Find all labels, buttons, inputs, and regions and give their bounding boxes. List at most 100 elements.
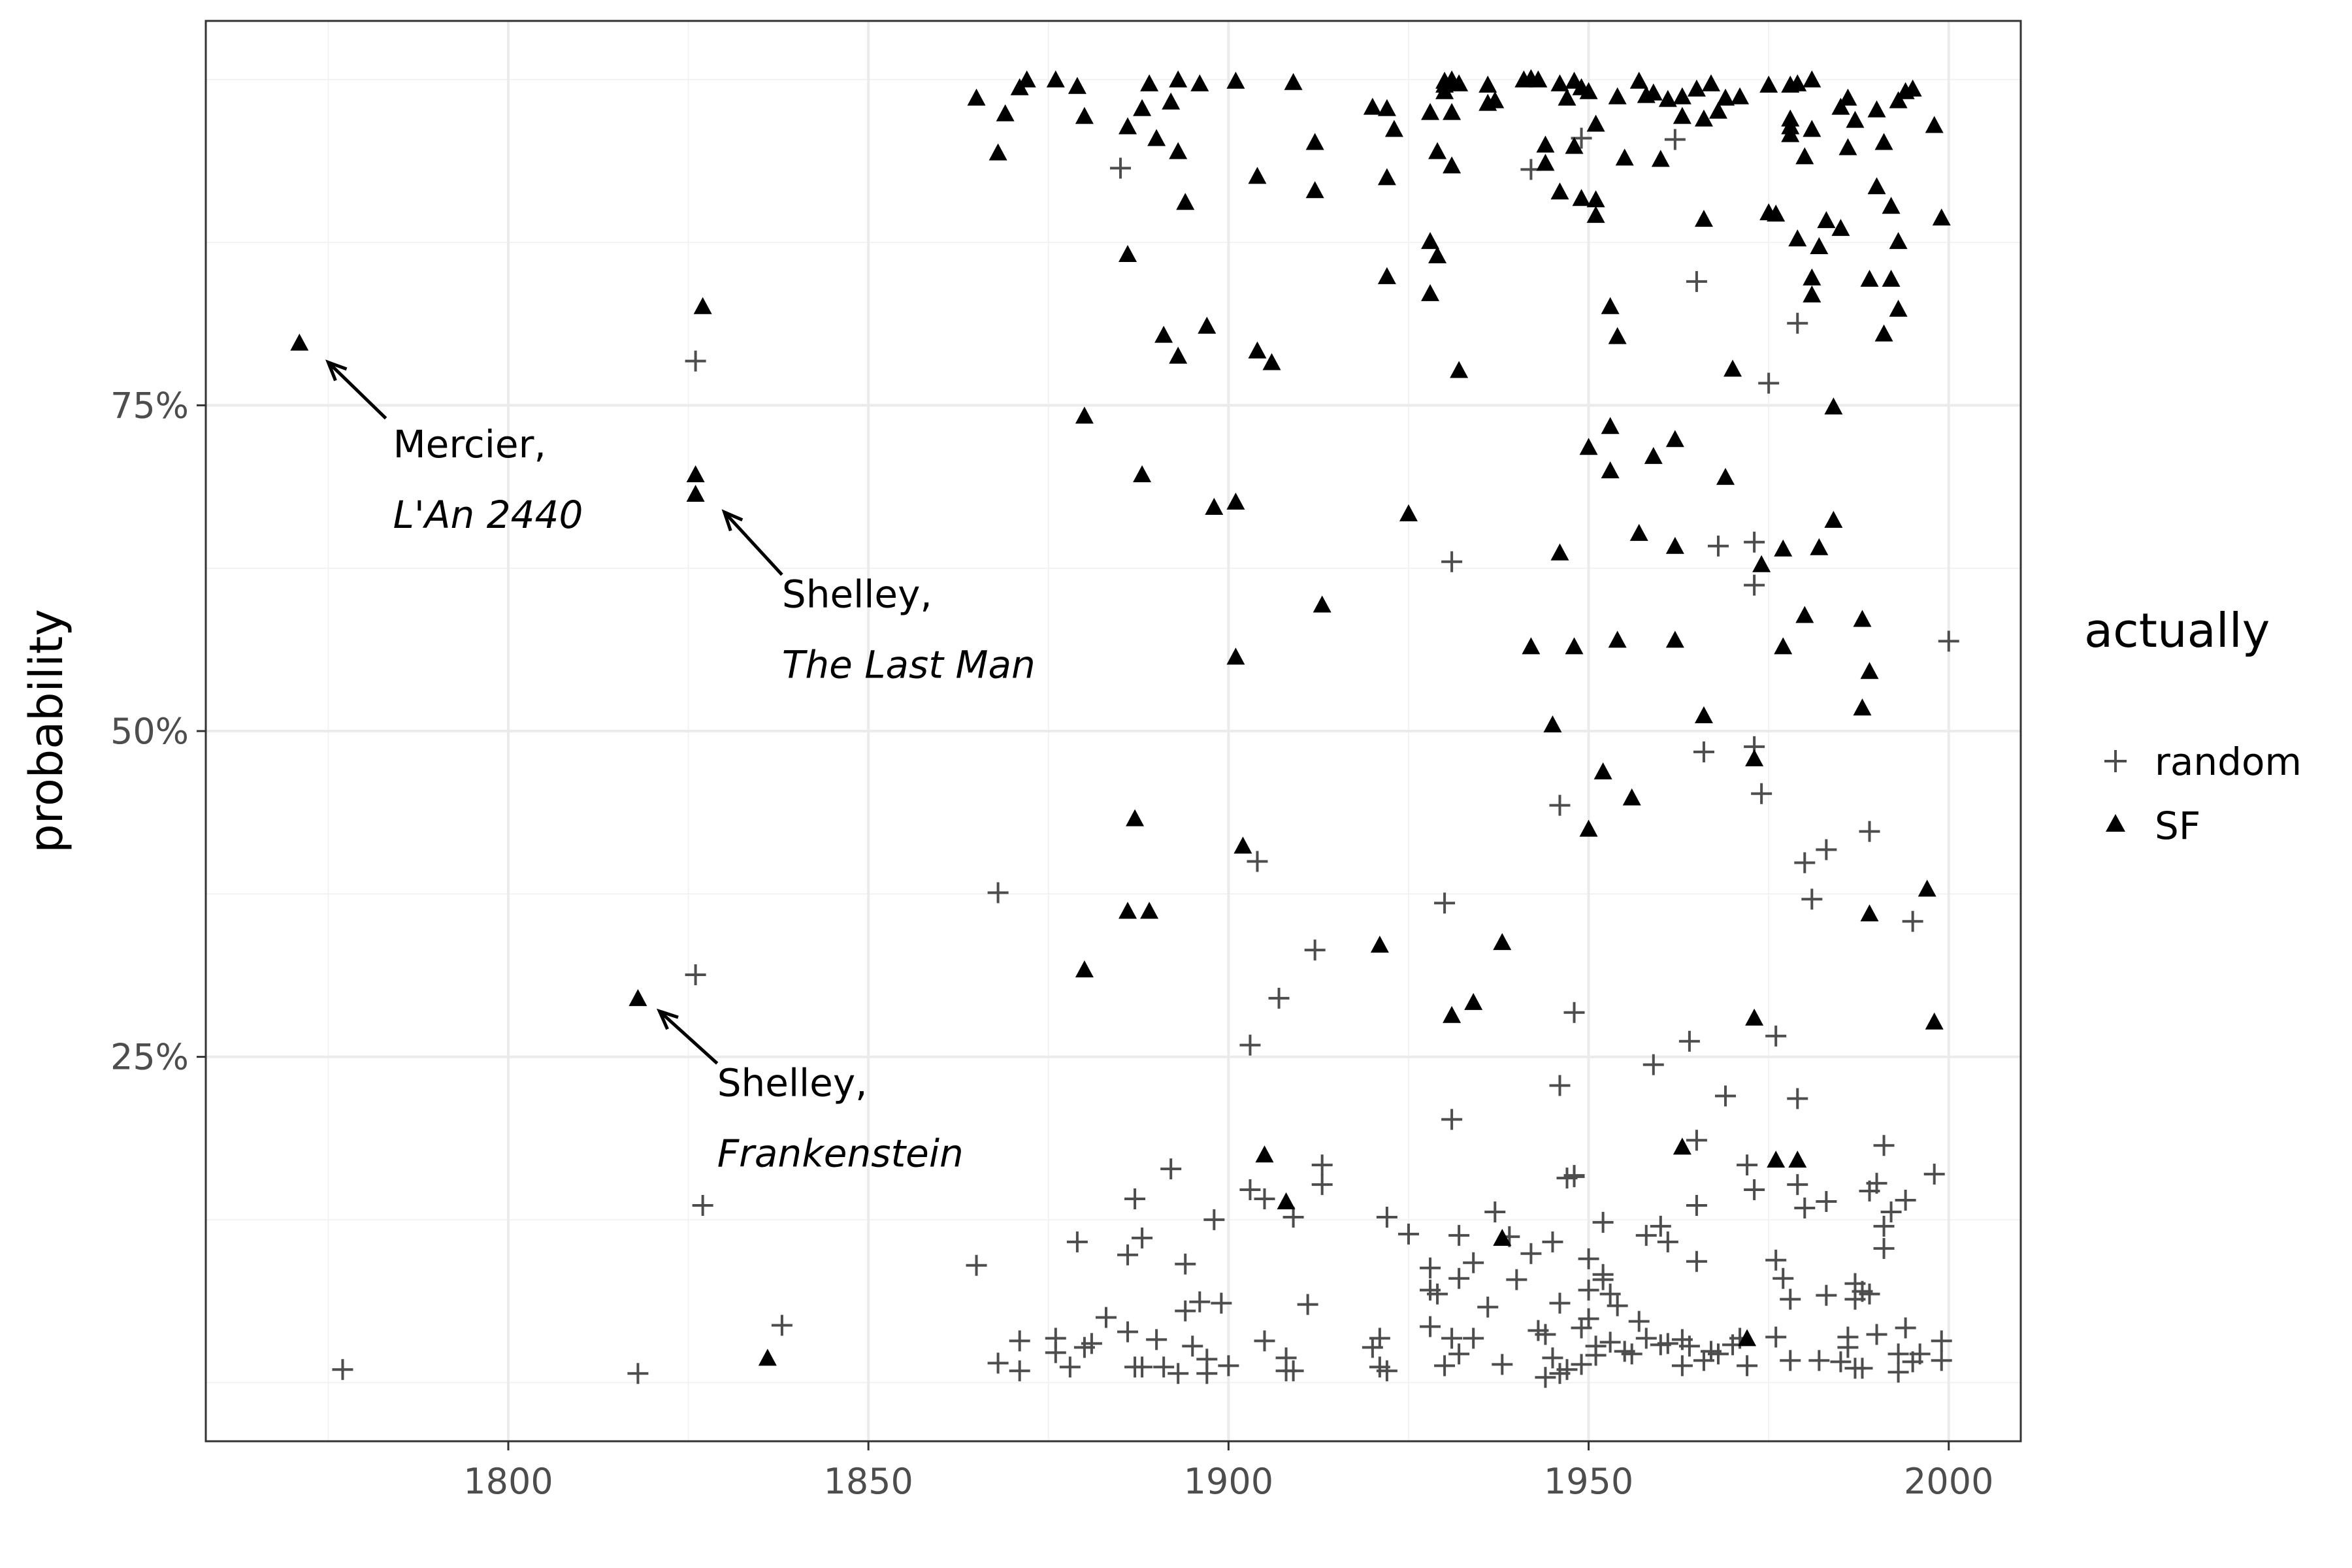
data-point-sf (1377, 99, 1396, 116)
data-point-random (1744, 1179, 1765, 1201)
data-point-sf (1428, 246, 1447, 264)
data-point-random (1607, 1295, 1628, 1316)
major-gridlines (206, 21, 2021, 1441)
data-point-random (692, 1195, 713, 1216)
data-point-random (1686, 1195, 1707, 1216)
annotation-title: L'An 2440 (393, 493, 583, 537)
data-point-sf (1305, 133, 1324, 150)
data-point-random (1578, 1308, 1599, 1330)
legend-triangle-icon (2106, 814, 2125, 832)
data-point-random (1938, 630, 1959, 652)
data-point-sf (1169, 70, 1188, 88)
annotation-arrow-line (723, 511, 783, 576)
data-point-sf (1601, 297, 1620, 314)
data-point-random (1592, 1211, 1614, 1233)
data-point-random (1441, 1109, 1463, 1130)
data-point-random (1571, 1354, 1592, 1375)
data-point-sf (1565, 137, 1584, 154)
data-point-sf (1543, 715, 1562, 733)
data-point-random (1787, 1088, 1808, 1109)
data-point-sf (1767, 1151, 1786, 1168)
legend-plus-icon (2104, 750, 2127, 772)
data-point-random (1873, 1237, 1895, 1259)
data-point-sf (1450, 361, 1469, 378)
data-point-random (1434, 1355, 1456, 1377)
data-point-sf (1305, 181, 1324, 199)
data-point-random (1765, 1326, 1787, 1348)
data-point-random (1520, 1243, 1542, 1264)
data-point-random (1254, 1188, 1275, 1210)
data-point-random (1737, 1355, 1758, 1377)
legend-label-random: random (2155, 740, 2302, 784)
data-point-random (1678, 1030, 1700, 1052)
data-point-random (1434, 892, 1456, 914)
data-point-sf (1665, 430, 1684, 448)
data-point-sf (1759, 75, 1778, 93)
data-point-random (1463, 1252, 1484, 1273)
data-point-sf (1550, 543, 1569, 561)
data-point-sf (1846, 110, 1865, 128)
legend-label-sf: SF (2155, 804, 2200, 848)
data-point-random (1902, 911, 1923, 932)
data-point-random (1110, 157, 1132, 179)
data-point-random (1268, 987, 1290, 1009)
data-point-random (1484, 1201, 1506, 1222)
data-point-random (1880, 1201, 1902, 1222)
x-tick-label: 1900 (1184, 1461, 1273, 1502)
data-point-random (1578, 1279, 1599, 1301)
data-point-random (1549, 1292, 1571, 1314)
data-point-random (1628, 1311, 1650, 1332)
data-point-sf (1522, 637, 1541, 655)
data-point-sf (629, 988, 647, 1006)
data-point-random (1895, 1190, 1916, 1211)
data-point-sf (967, 88, 986, 106)
data-point-sf (1248, 167, 1267, 184)
data-point-sf (1284, 73, 1303, 90)
annotation-author: Shelley, (782, 572, 932, 617)
series-sf (290, 69, 1951, 1366)
data-point-sf (1853, 610, 1872, 627)
data-point-random (1664, 129, 1686, 150)
legend: actually random SF (2084, 603, 2302, 848)
x-tick-label: 1800 (463, 1461, 553, 1502)
data-point-sf (1694, 706, 1713, 724)
data-point-random (1311, 1154, 1333, 1176)
data-point-random (1887, 1362, 1909, 1383)
data-point-sf (1889, 299, 1908, 317)
data-point-sf (1687, 79, 1706, 97)
data-point-random (1477, 1296, 1499, 1318)
data-point-sf (1608, 87, 1627, 105)
data-point-sf (1226, 71, 1245, 89)
data-point-sf (1198, 316, 1217, 334)
data-point-sf (1593, 762, 1612, 779)
data-point-sf (1262, 353, 1281, 370)
data-point-sf (1803, 70, 1821, 88)
data-point-sf (1608, 327, 1627, 344)
data-point-random (1599, 1283, 1621, 1305)
data-point-sf (1860, 269, 1879, 287)
data-point-sf (1370, 936, 1389, 953)
data-point-random (1448, 1343, 1470, 1365)
data-point-sf (1788, 74, 1807, 91)
data-point-sf (1745, 749, 1764, 766)
data-point-random (1765, 1249, 1787, 1271)
data-point-random (1211, 1292, 1232, 1314)
data-point-random (1441, 551, 1463, 572)
data-point-random (1311, 1174, 1333, 1196)
data-point-sf (1745, 1008, 1764, 1026)
data-point-sf (1579, 819, 1598, 837)
data-point-sf (1716, 468, 1735, 485)
data-point-random (1463, 1328, 1484, 1349)
data-point-random (966, 1254, 987, 1276)
data-point-random (1549, 794, 1571, 816)
data-point-sf (996, 104, 1015, 122)
data-point-random (1816, 839, 1837, 860)
annotation-arrow-line (327, 361, 387, 420)
data-point-sf (1752, 555, 1771, 572)
y-tick-label: 50% (110, 711, 189, 752)
data-point-random (1182, 1335, 1203, 1357)
data-point-sf (1443, 1005, 1462, 1023)
data-point-random (1304, 939, 1326, 961)
y-axis-title: probability (20, 609, 73, 853)
